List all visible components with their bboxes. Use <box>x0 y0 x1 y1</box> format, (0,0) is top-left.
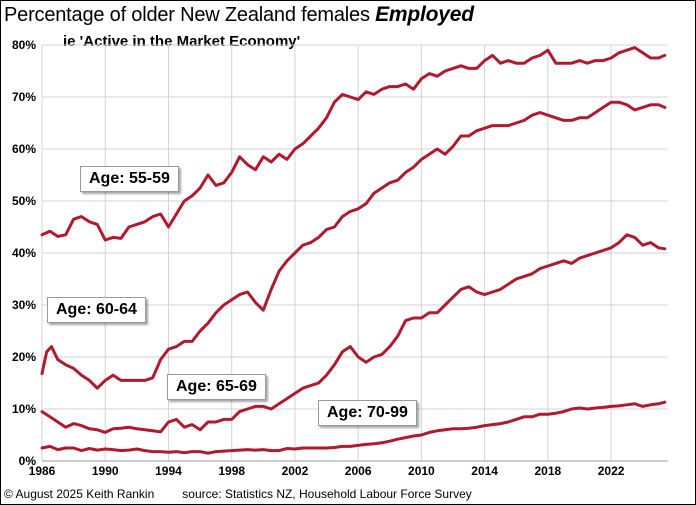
series-label-55-59: Age: 55-59 <box>80 166 179 192</box>
y-tick-label: 60% <box>12 142 36 156</box>
x-axis-ticks: 1986 1990 1994 1998 2002 2006 2010 2014 2018 2022 <box>29 464 625 478</box>
y-tick-label: 10% <box>12 402 36 416</box>
y-tick-label: 20% <box>12 350 36 364</box>
chart-title: Percentage of older New Zealand females … <box>4 3 474 27</box>
footer: © August 2025 Keith Rankin source: Statis… <box>4 487 694 501</box>
y-tick-label: 80% <box>12 38 36 52</box>
series-line-1 <box>40 46 667 242</box>
title-emphasis: Employed <box>375 3 474 26</box>
series-lines <box>40 46 667 455</box>
x-tick-label: 2022 <box>598 464 625 478</box>
source-text: source: Statistics NZ, Household Labour … <box>182 487 472 501</box>
chart-subtitle: ie 'Active in the Market Economy' <box>63 33 301 50</box>
x-tick-label: 2018 <box>535 464 562 478</box>
series-label-60-64: Age: 60-64 <box>47 297 146 323</box>
title-text: Percentage of older New Zealand females <box>4 4 376 26</box>
series-line-3 <box>40 233 667 434</box>
x-tick-label: 2014 <box>471 464 498 478</box>
x-tick-label: 2010 <box>408 464 435 478</box>
series-label-70-99: Age: 70-99 <box>318 400 417 426</box>
y-tick-label: 30% <box>12 298 36 312</box>
y-tick-label: 40% <box>12 246 36 260</box>
x-tick-label: 1998 <box>218 464 245 478</box>
y-axis-ticks: 0% 10% 20% 30% 40% 50% 60% 70% 80% <box>12 38 36 468</box>
y-tick-label: 70% <box>12 90 36 104</box>
x-tick-label: 1986 <box>29 464 56 478</box>
series-label-65-69: Age: 65-69 <box>167 374 266 400</box>
x-tick-label: 2006 <box>345 464 372 478</box>
copyright-text: © August 2025 Keith Rankin <box>4 487 155 501</box>
y-tick-label: 0% <box>19 454 37 468</box>
series-line-2 <box>40 100 667 390</box>
x-tick-label: 1994 <box>155 464 182 478</box>
x-tick-label: 1990 <box>92 464 119 478</box>
y-tick-label: 50% <box>12 194 36 208</box>
x-tick-label: 2002 <box>282 464 309 478</box>
grid-lines <box>41 44 668 462</box>
series-line-4 <box>40 400 667 455</box>
